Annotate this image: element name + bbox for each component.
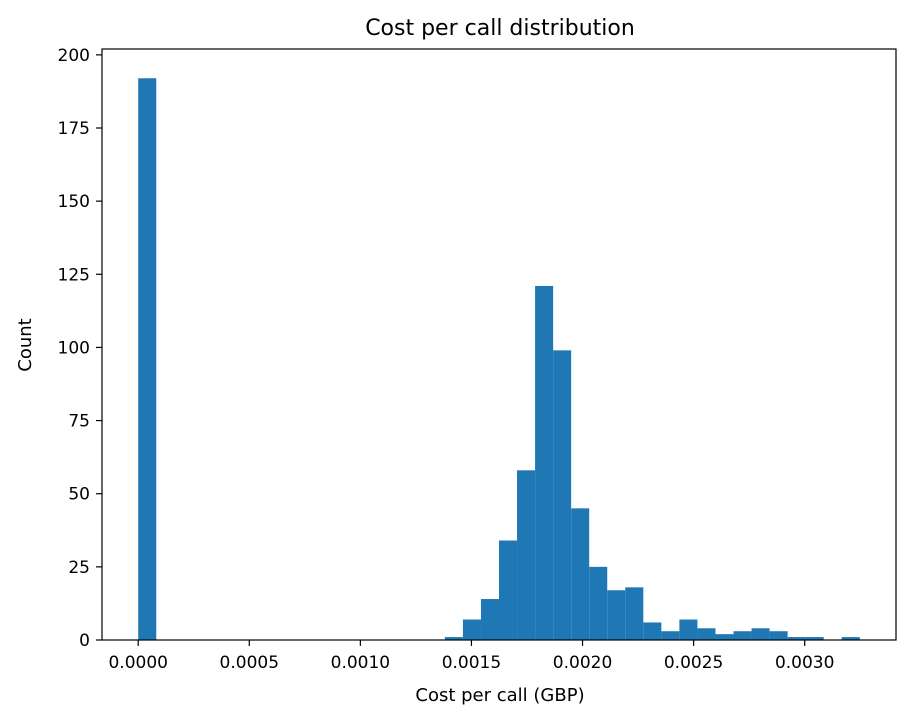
histogram-bar: [607, 590, 626, 640]
histogram-bar: [805, 637, 824, 640]
y-tick-label: 75: [68, 412, 90, 432]
x-tick-label: 0.0020: [553, 653, 612, 673]
histogram-bar: [535, 285, 554, 640]
histogram-bar: [589, 566, 608, 640]
histogram-bar: [841, 637, 860, 640]
x-tick-label: 0.0025: [664, 653, 723, 673]
y-tick-label: 0: [79, 631, 90, 651]
x-tick-label: 0.0005: [220, 653, 279, 673]
histogram-bar: [499, 540, 518, 640]
histogram-bar: [444, 637, 463, 640]
histogram-bar: [769, 631, 788, 640]
y-axis-label: Count: [15, 318, 36, 371]
x-axis-label: Cost per call (GBP): [415, 685, 584, 706]
histogram-bar: [480, 599, 499, 640]
histogram-bar: [751, 628, 770, 640]
y-tick-label: 50: [68, 485, 90, 505]
y-tick-label: 100: [58, 338, 90, 358]
histogram-bar: [661, 631, 680, 640]
plot-frame: [101, 48, 897, 641]
histogram-bar: [733, 631, 752, 640]
y-tick-label: 200: [58, 46, 90, 66]
histogram-bar: [462, 619, 481, 640]
histogram-bar: [517, 470, 536, 640]
histogram-bar: [679, 619, 698, 640]
histogram-bar: [553, 350, 572, 640]
y-tick-label: 25: [68, 558, 90, 578]
x-tick-label: 0.0015: [442, 653, 501, 673]
x-tick-label: 0.0000: [108, 653, 167, 673]
x-axis-ticks: 0.0000 0.0005 0.0010 0.0015 0.0020 0.0025 0.00…: [108, 640, 834, 673]
x-tick-label: 0.0030: [775, 653, 834, 673]
y-tick-label: 150: [58, 192, 90, 212]
histogram-bar: [571, 508, 590, 640]
histogram-bar: [787, 637, 806, 640]
x-tick-label: 0.0010: [331, 653, 390, 673]
histogram-bar: [625, 587, 644, 640]
y-tick-label: 125: [58, 265, 90, 285]
histogram-bar: [715, 634, 734, 640]
chart-title: Cost per call distribution: [365, 16, 635, 41]
histogram-bar: [643, 622, 662, 640]
y-axis-ticks: 0 25 50 75 100 125 150 175 200: [58, 46, 102, 651]
y-tick-label: 175: [58, 119, 90, 139]
histogram-bar: [138, 78, 157, 640]
bars-group: [138, 78, 860, 640]
histogram-bar: [697, 628, 716, 640]
